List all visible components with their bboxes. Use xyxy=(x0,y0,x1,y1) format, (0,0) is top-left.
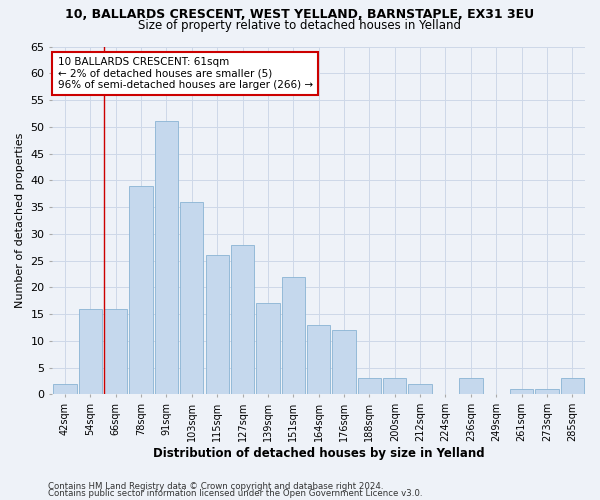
Bar xyxy=(180,202,203,394)
X-axis label: Distribution of detached houses by size in Yelland: Distribution of detached houses by size … xyxy=(153,447,484,460)
Bar xyxy=(53,384,77,394)
Bar xyxy=(358,378,381,394)
Bar xyxy=(307,325,331,394)
Text: Contains public sector information licensed under the Open Government Licence v3: Contains public sector information licen… xyxy=(48,490,422,498)
Bar xyxy=(130,186,153,394)
Bar xyxy=(332,330,356,394)
Bar xyxy=(560,378,584,394)
Text: Size of property relative to detached houses in Yelland: Size of property relative to detached ho… xyxy=(139,19,461,32)
Bar xyxy=(256,304,280,394)
Bar xyxy=(155,122,178,394)
Bar xyxy=(510,389,533,394)
Bar xyxy=(104,309,127,394)
Bar xyxy=(459,378,482,394)
Text: Contains HM Land Registry data © Crown copyright and database right 2024.: Contains HM Land Registry data © Crown c… xyxy=(48,482,383,491)
Text: 10 BALLARDS CRESCENT: 61sqm
← 2% of detached houses are smaller (5)
96% of semi-: 10 BALLARDS CRESCENT: 61sqm ← 2% of deta… xyxy=(58,57,313,90)
Bar xyxy=(231,244,254,394)
Bar xyxy=(383,378,406,394)
Bar xyxy=(79,309,102,394)
Bar xyxy=(535,389,559,394)
Bar xyxy=(281,276,305,394)
Bar xyxy=(206,256,229,394)
Bar xyxy=(409,384,432,394)
Y-axis label: Number of detached properties: Number of detached properties xyxy=(15,133,25,308)
Text: 10, BALLARDS CRESCENT, WEST YELLAND, BARNSTAPLE, EX31 3EU: 10, BALLARDS CRESCENT, WEST YELLAND, BAR… xyxy=(65,8,535,20)
